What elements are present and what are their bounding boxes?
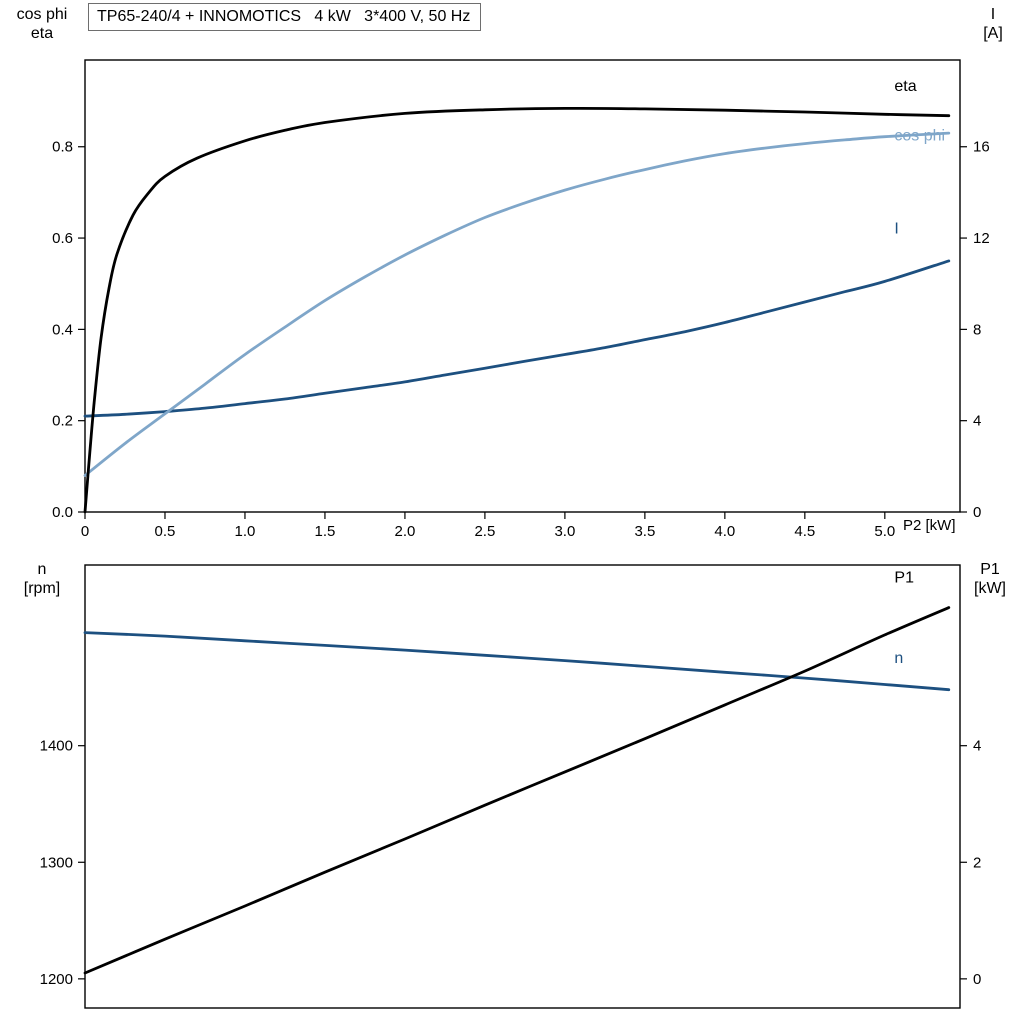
x-axis-label: P2 [kW] [903,517,956,534]
axis-title-input-power: P1 [980,561,1000,578]
x-tick-label: 1.0 [235,523,256,540]
x-tick-label: 2.5 [474,523,495,540]
y-right-tick-label: 0 [973,971,981,988]
axis-title-eta: eta [30,25,54,42]
axis-title-speed-unit: [rpm] [23,580,61,597]
curve-cos-phi [83,131,951,477]
y-left-tick-label: 1400 [40,738,73,755]
curve-n [83,631,951,692]
chart-title-box: TP65-240/4 + INNOMOTICS 4 kW 3*400 V, 50… [88,3,482,31]
y-right-tick-label: 16 [973,139,990,156]
y-right-tick-label: 4 [973,738,981,755]
y-right-tick-label: 0 [973,504,981,521]
y-right-tick-label: 2 [973,854,981,871]
axis-title-cos-phi: cos phi [16,6,68,23]
curve-label-cos-phi: cos phi [894,127,945,144]
y-left-tick-label: 0.8 [52,139,73,156]
axis-title-input-power-unit: [kW] [974,580,1006,597]
curve-label-eta: eta [894,78,916,95]
curve-eta [83,106,951,514]
y-left-tick-label: 0.4 [52,321,73,338]
upper-chart-canvas: 0 0.5 1.0 1.5 2.0 2.5 3.0 3.5 4.0 4.5 5.0 0.0 0.2 0.4… [52,59,990,540]
y-right-tick-label: 8 [973,321,981,338]
y-left-tick-label: 0.6 [52,230,73,247]
upper-left-axis-title: cos phi eta [4,5,80,43]
y-left-tick-label: 1300 [40,854,73,871]
axis-title-current: I [990,6,996,23]
y-right-tick-label: 12 [973,230,990,247]
lower-right-axis-title: P1 [kW] [960,560,1020,598]
x-tick-label: 3.5 [634,523,655,540]
y-left-tick-label: 0.2 [52,413,73,430]
lower-left-axis-title: n [rpm] [4,560,80,598]
x-tick-label: 4.0 [714,523,735,540]
curve-I [83,259,951,418]
y-left-tick-label: 1200 [40,971,73,988]
x-tick-label: 1.5 [315,523,336,540]
axis-title-current-unit: [A] [983,25,1003,42]
curve-label-n: n [894,650,903,667]
x-tick-label: 3.0 [554,523,575,540]
lower-chart-canvas: 1200 1300 1400 0 2 4 n P1 [40,564,981,1009]
curve-P1 [83,606,951,975]
x-tick-label: 2.0 [394,523,415,540]
x-tick-label: 5.0 [874,523,895,540]
curve-label-I: I [894,220,898,237]
x-tick-label: 0.5 [155,523,176,540]
y-left-tick-label: 0.0 [52,504,73,521]
axis-title-speed: n [37,561,47,578]
upper-right-axis-title: I [A] [966,5,1020,43]
curve-label-P1: P1 [894,569,914,586]
x-tick-label: 4.5 [794,523,815,540]
x-tick-label: 0 [81,523,89,540]
y-right-tick-label: 4 [973,413,981,430]
plot-border [84,564,961,1009]
plot-border [84,59,961,513]
